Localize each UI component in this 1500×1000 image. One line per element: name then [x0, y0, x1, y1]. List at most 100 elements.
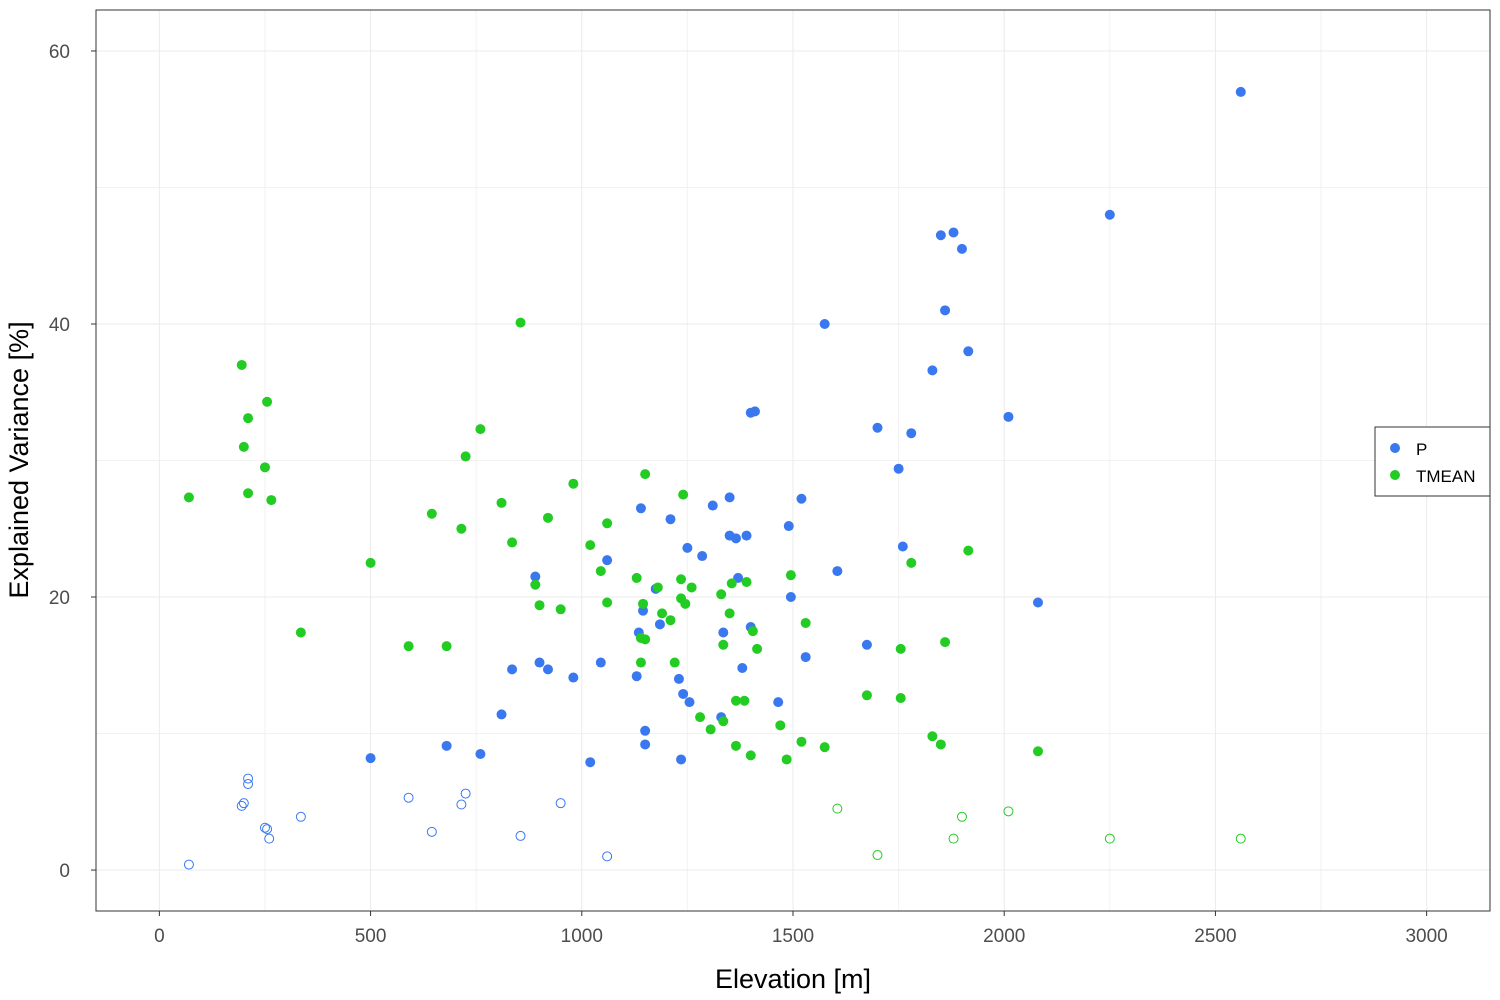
point-p-hollow — [403, 792, 414, 803]
point-p-hollow — [602, 851, 613, 862]
x-tick-label: 2000 — [983, 926, 1025, 947]
point-p — [730, 533, 741, 544]
point-tmean — [496, 497, 507, 508]
point-tmean — [426, 508, 437, 519]
point-tmean-hollow — [1003, 806, 1014, 817]
point-p — [737, 663, 748, 674]
point-tmean — [695, 712, 706, 723]
point-p-hollow — [456, 799, 467, 810]
point-tmean — [730, 740, 741, 751]
point-tmean — [259, 462, 270, 473]
point-p-hollow — [264, 833, 275, 844]
point-p — [665, 514, 676, 525]
point-tmean — [678, 489, 689, 500]
point-tmean-hollow — [956, 811, 967, 822]
x-tick-label: 1000 — [561, 926, 603, 947]
point-tmean — [747, 626, 758, 637]
point-tmean — [568, 478, 579, 489]
point-tmean — [534, 600, 545, 611]
point-p — [1104, 209, 1115, 220]
point-p — [724, 492, 735, 503]
data-points — [183, 86, 1246, 870]
point-tmean — [861, 690, 872, 701]
point-p — [872, 422, 883, 433]
legend: P TMEAN — [1374, 426, 1491, 497]
point-p — [773, 697, 784, 708]
point-p-hollow — [243, 779, 254, 790]
point-p — [654, 619, 665, 630]
x-axis-title: Elevation [m] — [715, 964, 871, 994]
point-p — [1033, 597, 1044, 608]
point-tmean — [266, 495, 277, 506]
point-p — [530, 571, 541, 582]
point-p — [861, 639, 872, 650]
point-tmean-hollow — [872, 850, 883, 861]
point-p-hollow — [259, 822, 270, 833]
point-p — [507, 664, 518, 675]
point-p — [963, 346, 974, 357]
point-p — [441, 740, 452, 751]
point-p — [568, 672, 579, 683]
x-tick-label: 3000 — [1405, 926, 1447, 947]
point-tmean — [819, 742, 830, 753]
point-tmean — [631, 572, 642, 583]
point-p — [800, 652, 811, 663]
point-p-hollow — [460, 788, 471, 799]
legend-label-tmean: TMEAN — [1416, 467, 1476, 486]
legend-box — [1374, 426, 1491, 497]
point-tmean — [602, 597, 613, 608]
point-tmean — [800, 617, 811, 628]
point-tmean — [262, 396, 273, 407]
point-p — [897, 541, 908, 552]
point-p — [940, 305, 951, 316]
point-tmean — [441, 641, 452, 652]
point-p — [673, 673, 684, 684]
point-p-hollow — [183, 859, 194, 870]
point-tmean — [585, 540, 596, 551]
y-axis-title: Explained Variance [%] — [4, 321, 34, 598]
point-p-hollow — [238, 798, 249, 809]
point-tmean — [456, 523, 467, 534]
point-p — [640, 725, 651, 736]
point-p-hollow — [426, 826, 437, 837]
point-p — [475, 749, 486, 760]
point-p — [678, 688, 689, 699]
point-tmean — [895, 693, 906, 704]
point-tmean — [243, 413, 254, 424]
point-p — [796, 493, 807, 504]
point-p — [1235, 86, 1246, 97]
point-p — [635, 503, 646, 514]
y-tick-label: 40 — [49, 315, 70, 336]
point-tmean — [752, 643, 763, 654]
point-p — [749, 406, 760, 417]
point-tmean — [460, 451, 471, 462]
point-p — [595, 657, 606, 668]
point-p — [542, 664, 553, 675]
y-tick-label: 20 — [49, 588, 70, 609]
point-tmean — [657, 608, 668, 619]
point-p-hollow — [236, 800, 247, 811]
point-tmean-hollow — [948, 833, 959, 844]
point-p — [927, 365, 938, 376]
point-tmean — [638, 598, 649, 609]
point-tmean — [595, 566, 606, 577]
point-p — [631, 671, 642, 682]
point-p — [819, 318, 830, 329]
point-p — [741, 530, 752, 541]
point-p — [935, 230, 946, 241]
point-p — [832, 566, 843, 577]
point-tmean — [555, 604, 566, 615]
point-tmean — [635, 657, 646, 668]
point-tmean — [665, 615, 676, 626]
point-tmean — [741, 576, 752, 587]
point-p — [718, 627, 729, 638]
point-tmean — [652, 582, 663, 593]
point-tmean — [530, 579, 541, 590]
point-tmean — [745, 750, 756, 761]
point-p-hollow — [515, 830, 526, 841]
y-tick-label: 60 — [49, 42, 70, 63]
point-p-hollow — [262, 824, 273, 835]
point-tmean — [669, 657, 680, 668]
point-tmean — [906, 557, 917, 568]
point-p-hollow — [243, 773, 254, 784]
